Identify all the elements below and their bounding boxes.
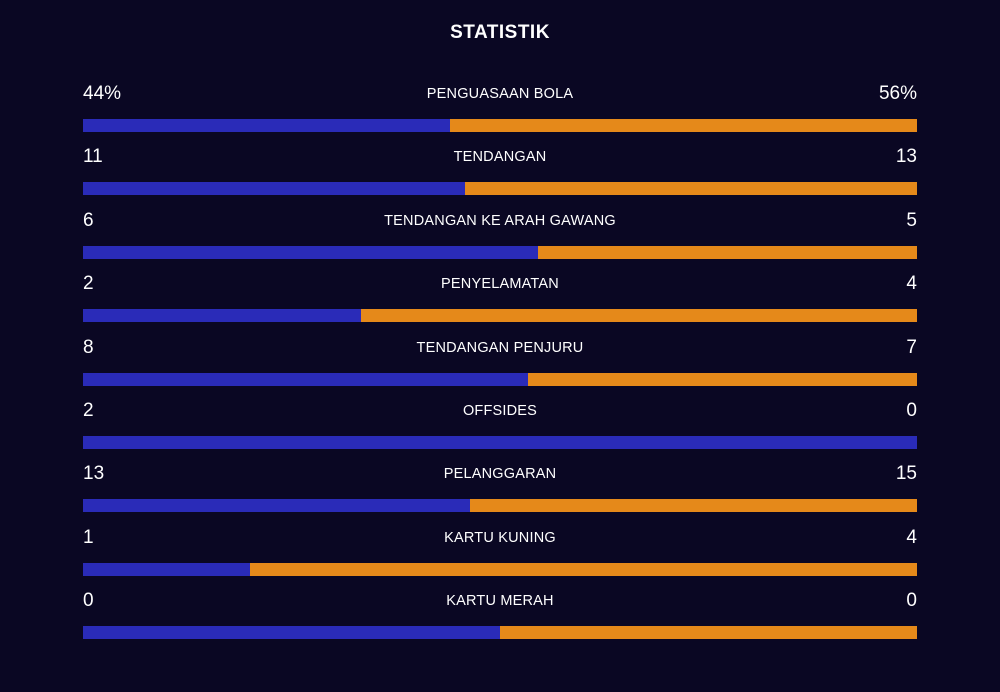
home-value: 13 (83, 463, 105, 485)
home-bar (83, 626, 500, 640)
stat-label: PENGUASAAN BOLA (426, 86, 574, 102)
home-bar (83, 499, 470, 513)
stat-label: KARTU MERAH (446, 593, 554, 610)
comparison-bar (83, 372, 917, 386)
away-bar (449, 119, 917, 132)
home-bar (83, 309, 361, 323)
comparison-bar (83, 309, 917, 323)
stat-label: PELANGGARAN (443, 466, 557, 483)
home-bar (83, 372, 528, 386)
home-value: 11 (83, 146, 103, 168)
home-value: 2 (83, 399, 94, 421)
stat-row-possession: 44% PENGUASAAN BOLA 56% (83, 79, 917, 142)
home-value: 0 (83, 590, 94, 612)
stats-list: 44% PENGUASAAN BOLA 56% 11 TENDANGAN 13 … (83, 79, 917, 650)
stat-label: TENDANGAN (453, 149, 547, 166)
home-value: 2 (83, 273, 94, 295)
away-value: 4 (906, 273, 917, 295)
away-bar (527, 372, 917, 386)
stat-row-shots-on-target: 6 TENDANGAN KE ARAH GAWANG 5 (83, 206, 917, 269)
stat-row-yellow-cards: 1 KARTU KUNING 4 (83, 523, 917, 586)
comparison-bar (83, 182, 917, 196)
stat-row-saves: 2 PENYELAMATAN 4 (83, 269, 917, 332)
home-bar (83, 562, 250, 576)
home-bar (83, 119, 450, 132)
home-value: 1 (83, 526, 94, 548)
away-bar (360, 309, 917, 323)
comparison-bar (83, 435, 917, 449)
away-bar (469, 499, 917, 513)
away-value: 0 (906, 590, 917, 612)
away-value: 13 (895, 146, 917, 168)
away-value: 0 (906, 399, 917, 421)
home-bar (83, 435, 917, 449)
away-value: 15 (895, 463, 917, 485)
away-value: 56% (878, 83, 917, 104)
away-value: 7 (906, 336, 917, 358)
home-bar (83, 182, 465, 196)
away-value: 5 (906, 209, 917, 231)
stat-label: OFFSIDES (462, 402, 538, 419)
stat-row-corners: 8 TENDANGAN PENJURU 7 (83, 333, 917, 396)
home-bar (83, 245, 538, 259)
stat-row-fouls: 13 PELANGGARAN 15 (83, 459, 917, 522)
home-value: 8 (83, 336, 94, 358)
comparison-bar (83, 626, 917, 640)
comparison-bar (83, 245, 917, 259)
stat-label: KARTU KUNING (444, 529, 556, 546)
comparison-bar (83, 562, 917, 576)
home-value: 6 (83, 209, 94, 231)
stat-row-shots: 11 TENDANGAN 13 (83, 142, 917, 205)
comparison-bar (83, 499, 917, 513)
stat-label: TENDANGAN PENJURU (416, 339, 584, 356)
comparison-bar (83, 119, 917, 132)
stat-row-offsides: 2 OFFSIDES 0 (83, 396, 917, 459)
away-value: 4 (906, 526, 917, 548)
stat-label: PENYELAMATAN (441, 276, 559, 293)
stat-row-red-cards: 0 KARTU MERAH 0 (83, 586, 917, 649)
stat-label: TENDANGAN KE ARAH GAWANG (384, 212, 616, 229)
page-title: STATISTIK (450, 22, 550, 43)
away-bar (249, 562, 917, 576)
away-bar (464, 182, 917, 196)
away-bar (537, 245, 917, 259)
home-value: 44% (83, 83, 122, 104)
away-bar (500, 626, 917, 640)
